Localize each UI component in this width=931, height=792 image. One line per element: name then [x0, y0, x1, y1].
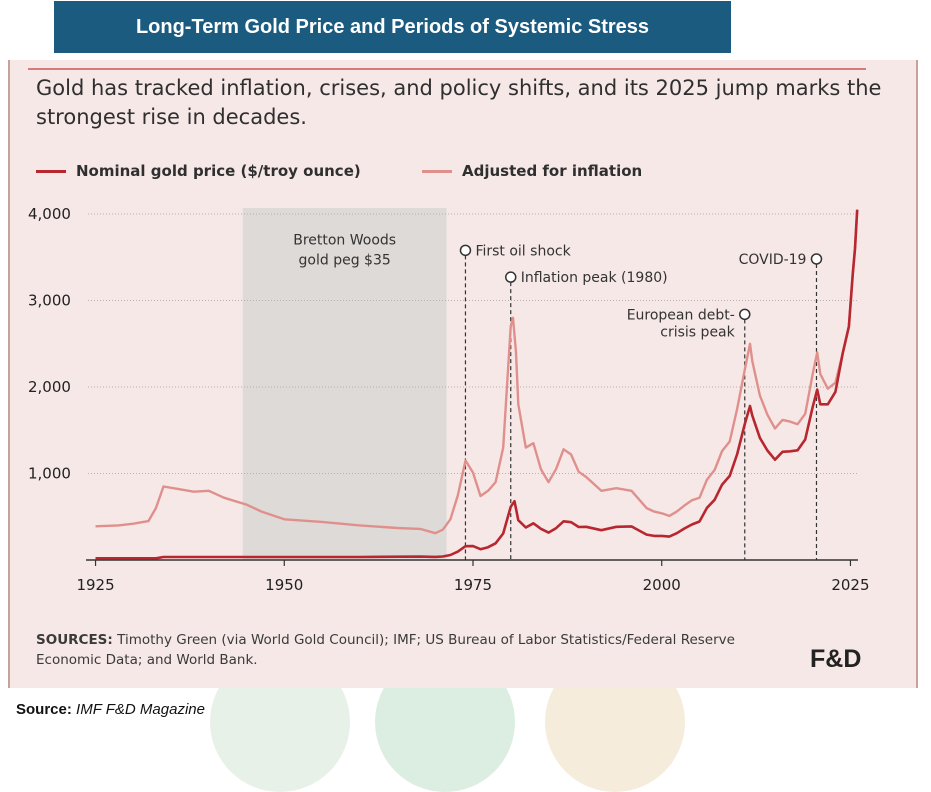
sources-note: SOURCES: Timothy Green (via World Gold C… — [36, 630, 756, 670]
annotation-label: COVID-19 — [739, 252, 807, 268]
series-line-nominal — [95, 209, 859, 560]
source-footer-value: IMF F&D Magazine — [76, 701, 205, 718]
legend-item-adjusted: Adjusted for inflation — [422, 162, 642, 180]
fd-logo: F&D — [810, 645, 862, 673]
legend-label-adjusted: Adjusted for inflation — [462, 162, 643, 180]
annotation-label: First oil shock — [475, 243, 571, 259]
series-line-adjusted — [95, 209, 859, 535]
y-tick-label: 1,000 — [28, 465, 71, 483]
y-tick-label: 2,000 — [28, 378, 71, 396]
x-tick-label: 1950 — [265, 576, 303, 594]
legend-item-nominal: Nominal gold price ($/troy ounce) — [36, 162, 361, 180]
source-footer: Source: IMF F&D Magazine — [16, 701, 205, 718]
x-tick-label: 2025 — [831, 576, 869, 594]
annotation-marker — [810, 253, 823, 265]
chart-card: Gold has tracked inflation, crises, and … — [8, 60, 918, 688]
annotation-marker — [504, 271, 517, 283]
annotation-marker — [459, 244, 472, 257]
top-rule — [28, 68, 866, 70]
x-tick-label: 1925 — [76, 576, 114, 594]
shaded-region-label: gold peg $35 — [299, 252, 391, 268]
gold-price-chart: Bretton Woods gold peg $35 1,000 2,000 3,000… — [28, 205, 870, 594]
annotation-label: Inflation peak (1980) — [521, 270, 668, 286]
x-tick-label: 2000 — [643, 576, 681, 594]
chart-subtitle: Gold has tracked inflation, crises, and … — [36, 76, 882, 129]
y-tick-label: 3,000 — [28, 292, 71, 310]
x-tick-label: 1975 — [454, 576, 492, 594]
annotation-marker — [739, 308, 751, 321]
banner-title: Long-Term Gold Price and Periods of Syst… — [54, 1, 731, 53]
shaded-region-label: Bretton Woods — [293, 232, 396, 248]
annotation-label: crisis peak — [660, 324, 735, 340]
legend-swatch-adjusted — [422, 170, 452, 173]
legend-label-nominal: Nominal gold price ($/troy ounce) — [76, 162, 361, 180]
legend-swatch-nominal — [36, 170, 66, 173]
annotation-label: European debt- — [627, 307, 735, 323]
shaded-region-bretton-woods — [242, 208, 447, 560]
sources-label: SOURCES: — [36, 632, 113, 648]
sources-text: Timothy Green (via World Gold Council); … — [36, 632, 735, 668]
source-footer-label: Source: — [16, 701, 72, 718]
y-tick-label: 4,000 — [28, 205, 71, 223]
